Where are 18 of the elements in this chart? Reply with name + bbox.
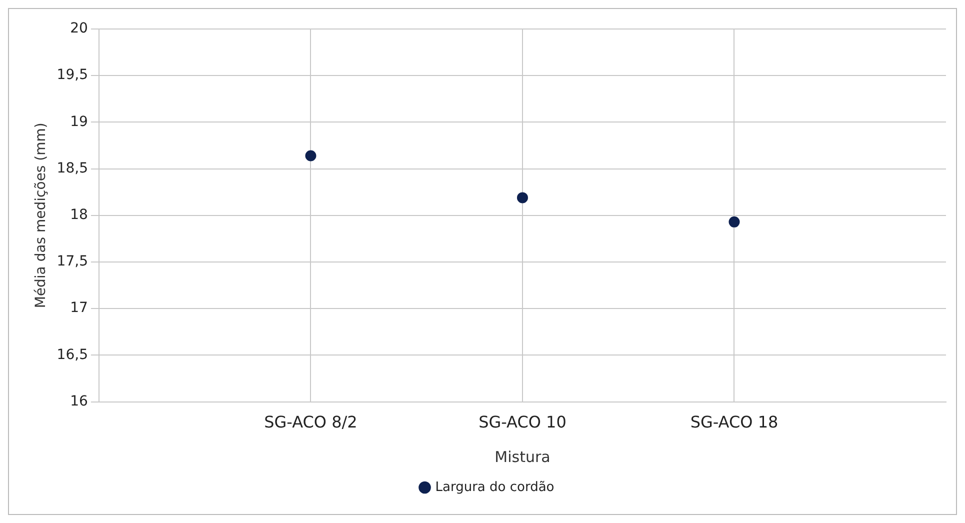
x-tick-label: SG-ACO 18 [690,412,778,432]
y-tick-label: 18,5 [56,160,88,176]
point [728,216,740,228]
legend-label: Largura do cordão [435,480,554,495]
y-tick-label: 18 [70,207,88,224]
x-axis-title: Mistura [494,448,550,466]
y-tick-label: 19 [70,114,88,130]
point [305,150,316,162]
y-axis-title: Média das medições (mm) [33,122,50,308]
y-tick-label: 16 [70,393,88,410]
y-tick-label: 19,5 [56,67,88,84]
y-tick-label: 17 [70,300,88,316]
x-tick-label: SG-ACO 10 [478,412,566,432]
y-tick-label: 16,5 [56,346,88,363]
x-tick-label: SG-ACO 8/2 [264,412,358,432]
y-tick-label: 17,5 [56,254,88,270]
y-tick-label: 20 [70,20,88,37]
point [516,192,528,204]
